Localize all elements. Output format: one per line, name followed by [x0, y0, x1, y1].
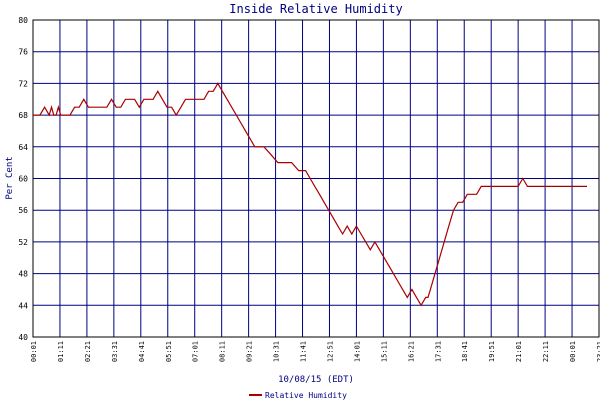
x-tick-label: 15:11 — [380, 341, 388, 362]
plot-frame — [32, 19, 600, 338]
y-tick-label: 40 — [18, 333, 28, 342]
x-tick-label: 09:21 — [246, 341, 254, 362]
x-tick-label: 04:41 — [138, 341, 146, 362]
x-axis-label: 10/08/15 (EDT) — [278, 375, 354, 385]
y-tick-label: 76 — [18, 48, 28, 57]
x-tick-labels: 00:01 01:11 02:21 03:31 04:41 05:51 07:01 08:11… — [30, 341, 600, 362]
x-tick-label: 01:11 — [57, 341, 65, 362]
y-tick-label: 48 — [18, 270, 28, 279]
y-tick-labels: 40 44 48 52 56 60 64 68 72 76 80 — [18, 16, 28, 342]
series-line-relative-humidity — [33, 82, 587, 307]
y-tick-label: 44 — [18, 301, 28, 310]
y-tick-label: 64 — [18, 143, 28, 152]
x-tick-label: 14:01 — [353, 341, 361, 362]
y-tick-label: 52 — [18, 238, 28, 247]
y-tick-label: 56 — [18, 206, 28, 215]
x-tick-label: 17:31 — [434, 341, 442, 362]
y-tick-label: 72 — [18, 79, 28, 88]
x-tick-label: 11:41 — [300, 341, 308, 362]
x-tick-label: 10:31 — [273, 341, 281, 362]
y-tick-label: 68 — [18, 111, 28, 120]
y-axis-label: Per Cent — [5, 156, 15, 199]
x-tick-label: 18:41 — [461, 341, 469, 362]
chart-grid — [32, 19, 600, 338]
x-tick-label: 21:01 — [515, 341, 523, 362]
x-tick-label: 03:31 — [111, 341, 119, 362]
legend-label: Relative Humidity — [265, 391, 347, 400]
x-tick-label: 05:51 — [165, 341, 173, 362]
x-tick-label: 02:21 — [84, 341, 92, 362]
x-tick-label: 19:51 — [488, 341, 496, 362]
x-tick-label: 00:01 — [30, 341, 38, 362]
y-tick-label: 80 — [18, 16, 28, 25]
x-tick-label: 22:11 — [542, 341, 550, 362]
chart-title: Inside Relative Humidity — [229, 2, 402, 16]
x-tick-label: 12:51 — [326, 341, 334, 362]
y-tick-label: 60 — [18, 175, 28, 184]
x-tick-label: 08:11 — [219, 341, 227, 362]
x-tick-label: 23:21 — [596, 341, 600, 362]
x-tick-label: 16:21 — [407, 341, 415, 362]
x-tick-label: 07:01 — [192, 341, 200, 362]
x-tick-label: 00:01 — [569, 341, 577, 362]
